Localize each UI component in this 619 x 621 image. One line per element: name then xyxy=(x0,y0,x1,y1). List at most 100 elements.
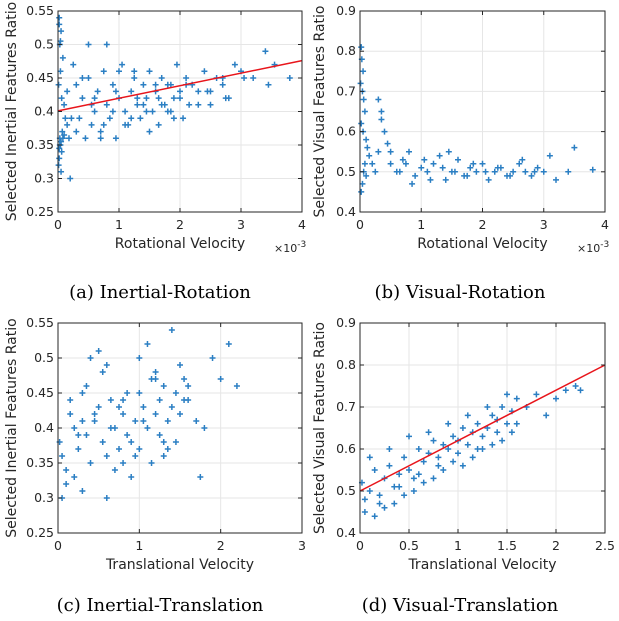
x-tick-label: 2 xyxy=(176,217,184,232)
data-point xyxy=(358,44,365,51)
data-point xyxy=(88,121,95,128)
data-point xyxy=(399,156,406,163)
data-point xyxy=(67,175,74,182)
data-point xyxy=(160,439,167,445)
data-point xyxy=(164,446,171,452)
y-axis-label: Selected Inertial Features Ratio xyxy=(4,2,20,221)
y-tick-label: 0.55 xyxy=(26,315,54,330)
data-point xyxy=(56,14,63,21)
data-point xyxy=(420,458,427,465)
y-tick-label: 0.3 xyxy=(34,171,54,186)
data-point xyxy=(504,420,510,427)
data-point xyxy=(155,95,162,102)
subfigure-caption: (d) Visual-Translation xyxy=(362,595,559,616)
data-point xyxy=(371,513,378,520)
fit-line xyxy=(57,59,303,112)
data-point xyxy=(87,355,94,361)
data-point xyxy=(146,68,153,75)
x-tick-label: 0.5 xyxy=(399,538,419,553)
data-point xyxy=(103,362,110,368)
data-point xyxy=(120,460,127,466)
y-tick-label: 0.45 xyxy=(26,385,54,400)
data-point xyxy=(376,492,383,499)
data-point xyxy=(59,128,66,135)
data-point xyxy=(62,115,69,122)
data-point xyxy=(109,81,116,88)
data-point xyxy=(73,81,80,88)
data-point xyxy=(55,162,62,169)
data-point xyxy=(442,176,449,183)
data-point xyxy=(440,441,447,448)
data-point xyxy=(116,446,122,452)
data-point xyxy=(158,101,165,108)
x-tick-label: 2 xyxy=(552,538,560,553)
data-point xyxy=(112,135,119,142)
data-point xyxy=(173,61,180,68)
data-point xyxy=(75,432,82,438)
data-point xyxy=(58,28,65,35)
data-point xyxy=(128,88,135,95)
chart-panel-d: 0 0.5 1 1.5 2 2.5 0.4 0.5 0.6 0.7 0.8 0.9 Translatio… xyxy=(312,315,615,573)
y-tick-label: 0.6 xyxy=(336,124,356,139)
chart-panel-c: 0 1 2 3 0.25 0.3 0.35 0.4 0.45 0.5 0.55 Translation… xyxy=(4,315,306,573)
data-point xyxy=(107,397,114,403)
data-point xyxy=(63,481,70,487)
x-tick-label: 0 xyxy=(356,217,364,232)
y-tick-label: 0.7 xyxy=(336,83,356,98)
data-point xyxy=(201,68,208,75)
data-point xyxy=(99,369,106,375)
data-point xyxy=(152,369,159,375)
y-tick-label: 0.6 xyxy=(336,441,356,456)
data-point xyxy=(577,387,584,394)
data-point xyxy=(87,460,94,466)
data-point xyxy=(75,446,82,452)
subfigure-caption: (a) Inertial-Rotation xyxy=(69,282,251,303)
subfigure-caption: (b) Visual-Rotation xyxy=(375,282,546,303)
data-point xyxy=(225,341,232,347)
data-point xyxy=(70,61,77,68)
x-tick-label: 0 xyxy=(356,538,364,553)
data-point xyxy=(170,115,177,122)
data-point xyxy=(372,168,379,175)
data-point xyxy=(103,453,110,459)
data-point xyxy=(562,387,569,394)
data-point xyxy=(430,475,437,482)
data-point xyxy=(378,116,385,123)
data-point xyxy=(455,156,461,163)
data-point xyxy=(572,383,579,389)
x-tick-label: 2 xyxy=(479,217,487,232)
data-point xyxy=(83,432,90,438)
data-point xyxy=(479,160,486,167)
data-point xyxy=(265,81,272,88)
data-point xyxy=(222,95,229,102)
x-tick-label: 3 xyxy=(237,217,245,232)
data-point xyxy=(156,432,163,438)
data-point xyxy=(286,75,293,81)
data-point xyxy=(553,395,559,402)
data-point xyxy=(140,101,147,108)
data-point xyxy=(543,412,550,419)
data-point xyxy=(100,121,107,128)
data-point xyxy=(406,148,412,155)
x-axis-label: Rotational Velocity xyxy=(417,236,547,252)
data-point xyxy=(207,101,214,108)
data-point xyxy=(131,68,138,75)
x-tick-label: 0 xyxy=(54,217,62,232)
data-point xyxy=(140,404,147,410)
plot-frame xyxy=(359,322,606,534)
y-axis-label: Selected Visual Features Ratio xyxy=(312,6,328,218)
data-point xyxy=(144,341,151,347)
data-point xyxy=(116,404,122,410)
data-point xyxy=(504,391,510,398)
data-point xyxy=(79,390,86,396)
data-point xyxy=(479,433,486,440)
data-point xyxy=(387,148,394,155)
data-point xyxy=(396,168,403,175)
data-point xyxy=(137,115,144,122)
x-tick-label: 1 xyxy=(417,217,425,232)
data-point xyxy=(106,115,113,122)
data-point xyxy=(231,61,238,68)
data-point xyxy=(427,176,434,183)
data-point xyxy=(155,121,162,128)
data-point xyxy=(120,411,127,417)
